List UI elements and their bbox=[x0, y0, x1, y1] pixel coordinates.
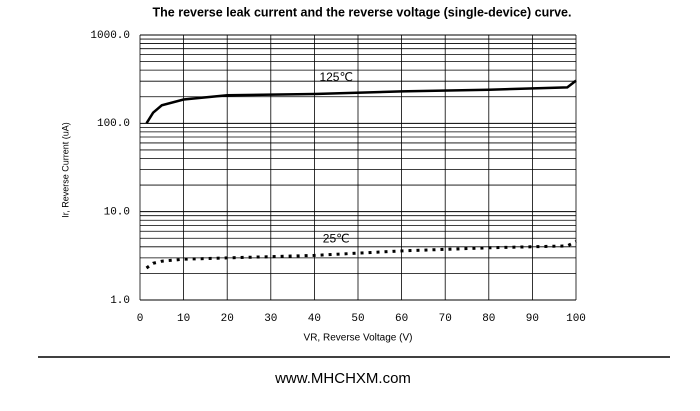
y-tick-label: 10.0 bbox=[104, 207, 130, 219]
x-tick-label: 90 bbox=[526, 313, 539, 325]
chart-title: The reverse leak current and the reverse… bbox=[153, 5, 572, 19]
x-axis-label: VR, Reverse Voltage (V) bbox=[304, 333, 413, 344]
x-tick-label: 70 bbox=[439, 313, 452, 325]
x-tick-label: 0 bbox=[137, 313, 144, 325]
series-line bbox=[145, 240, 577, 270]
x-tick-label: 80 bbox=[482, 313, 495, 325]
y-tick-label: 100.0 bbox=[97, 118, 130, 130]
y-tick-label: 1000.0 bbox=[90, 30, 130, 42]
series-line bbox=[145, 79, 577, 124]
x-tick-label: 20 bbox=[221, 313, 234, 325]
series-label: 125℃ bbox=[319, 70, 353, 84]
x-tick-label: 100 bbox=[566, 313, 586, 325]
x-tick-label: 30 bbox=[264, 313, 277, 325]
x-tick-label: 60 bbox=[395, 313, 408, 325]
series-label: 25℃ bbox=[323, 232, 350, 246]
footer-url: www.MHCHXM.com bbox=[274, 370, 411, 387]
y-axis-label: Ir, Reverse Current (uA) bbox=[60, 122, 70, 218]
y-tick-label: 1.0 bbox=[110, 295, 130, 307]
x-tick-label: 40 bbox=[308, 313, 321, 325]
x-tick-label: 10 bbox=[177, 313, 190, 325]
x-tick-label: 50 bbox=[351, 313, 364, 325]
